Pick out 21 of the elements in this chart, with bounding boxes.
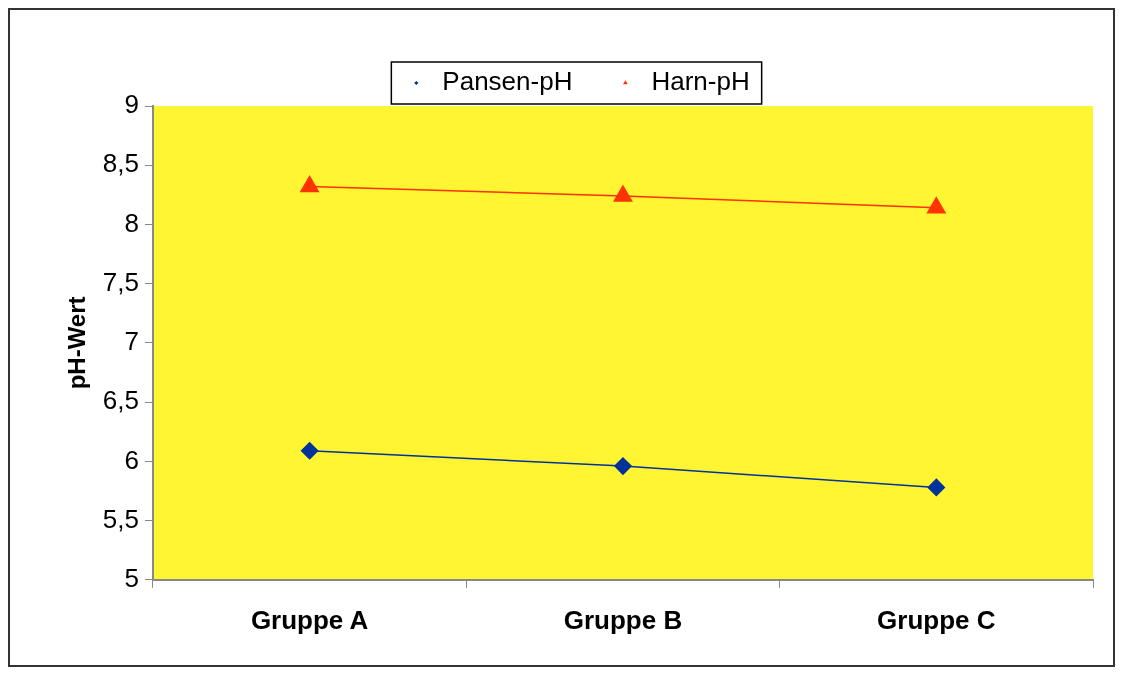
y-tick-label: 5 — [124, 562, 139, 593]
y-tick-label: 8,5 — [102, 148, 139, 179]
x-tick-label: Gruppe A — [250, 604, 369, 635]
y-tick-label: 7,5 — [102, 266, 139, 297]
point — [926, 197, 946, 214]
y-tick-label: 6 — [124, 444, 139, 475]
y-tick-label: 6,5 — [102, 385, 139, 416]
point — [614, 457, 632, 475]
point — [927, 478, 946, 497]
point — [300, 441, 319, 460]
y-axis-title: pH-Wert — [63, 296, 91, 390]
point — [300, 175, 320, 193]
point — [613, 185, 633, 202]
y-tick-label: 7 — [124, 326, 139, 357]
y-tick-label: 8 — [124, 207, 139, 238]
legend-label: Pansen-pH — [442, 66, 573, 97]
y-tick-label: 9 — [124, 89, 139, 120]
legend-label: Harn-pH — [651, 66, 750, 97]
x-tick-label: Gruppe B — [563, 604, 683, 635]
y-tick-label: 5,5 — [102, 503, 139, 534]
x-tick-label: Gruppe C — [877, 604, 996, 635]
